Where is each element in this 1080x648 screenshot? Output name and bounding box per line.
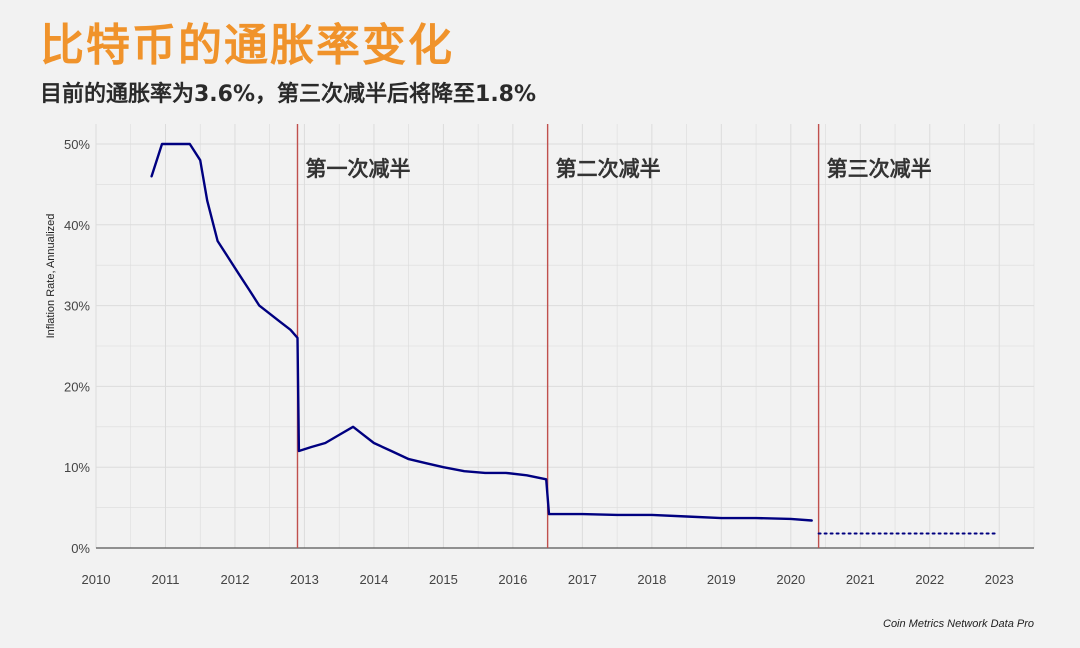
x-tick-label: 2012 <box>221 572 250 587</box>
grid-layer <box>95 124 1035 548</box>
x-tick-label: 2013 <box>290 572 319 587</box>
halving-label: 第一次减半 <box>305 157 410 181</box>
series-layer <box>150 142 997 535</box>
x-tick-label: 2010 <box>82 572 111 587</box>
x-tick-label: 2021 <box>846 572 875 587</box>
x-tick-label: 2016 <box>498 572 527 587</box>
x-tick-label: 2017 <box>568 572 597 587</box>
y-tick-label: 30% <box>64 299 90 314</box>
x-tick-label: 2022 <box>915 572 944 587</box>
page-subtitle: 目前的通胀率为3.6%，第三次减半后将降至1.8% <box>40 82 537 107</box>
halving-markers: 第一次减半 第二次减半 第三次减半 <box>296 124 932 548</box>
inflation-line <box>150 142 813 522</box>
y-tick-label: 20% <box>64 379 90 394</box>
y-axis-ticks: 0% 10% 20% 30% 40% 50% <box>64 137 90 556</box>
y-tick-label: 10% <box>64 460 90 475</box>
y-tick-label: 40% <box>64 218 90 233</box>
x-axis-ticks: 2010 2011 2012 2013 2014 2015 2016 2017 2018 2019… <box>82 572 1014 587</box>
x-tick-label: 2011 <box>151 572 179 587</box>
halving-label: 第二次减半 <box>556 157 661 181</box>
source-credit: Coin Metrics Network Data Pro <box>883 618 1034 630</box>
x-tick-label: 2014 <box>359 572 388 587</box>
halving-label: 第三次减半 <box>827 157 932 181</box>
x-tick-label: 2020 <box>776 572 805 587</box>
x-tick-label: 2019 <box>707 572 736 587</box>
y-axis-label: Inflation Rate, Annualized <box>45 214 57 339</box>
y-tick-label: 0% <box>71 541 90 556</box>
x-tick-label: 2018 <box>637 572 666 587</box>
y-tick-label: 50% <box>64 137 90 152</box>
x-tick-label: 2023 <box>985 572 1014 587</box>
page-title: 比特币的通胀率变化 <box>40 20 454 71</box>
x-tick-label: 2015 <box>429 572 458 587</box>
